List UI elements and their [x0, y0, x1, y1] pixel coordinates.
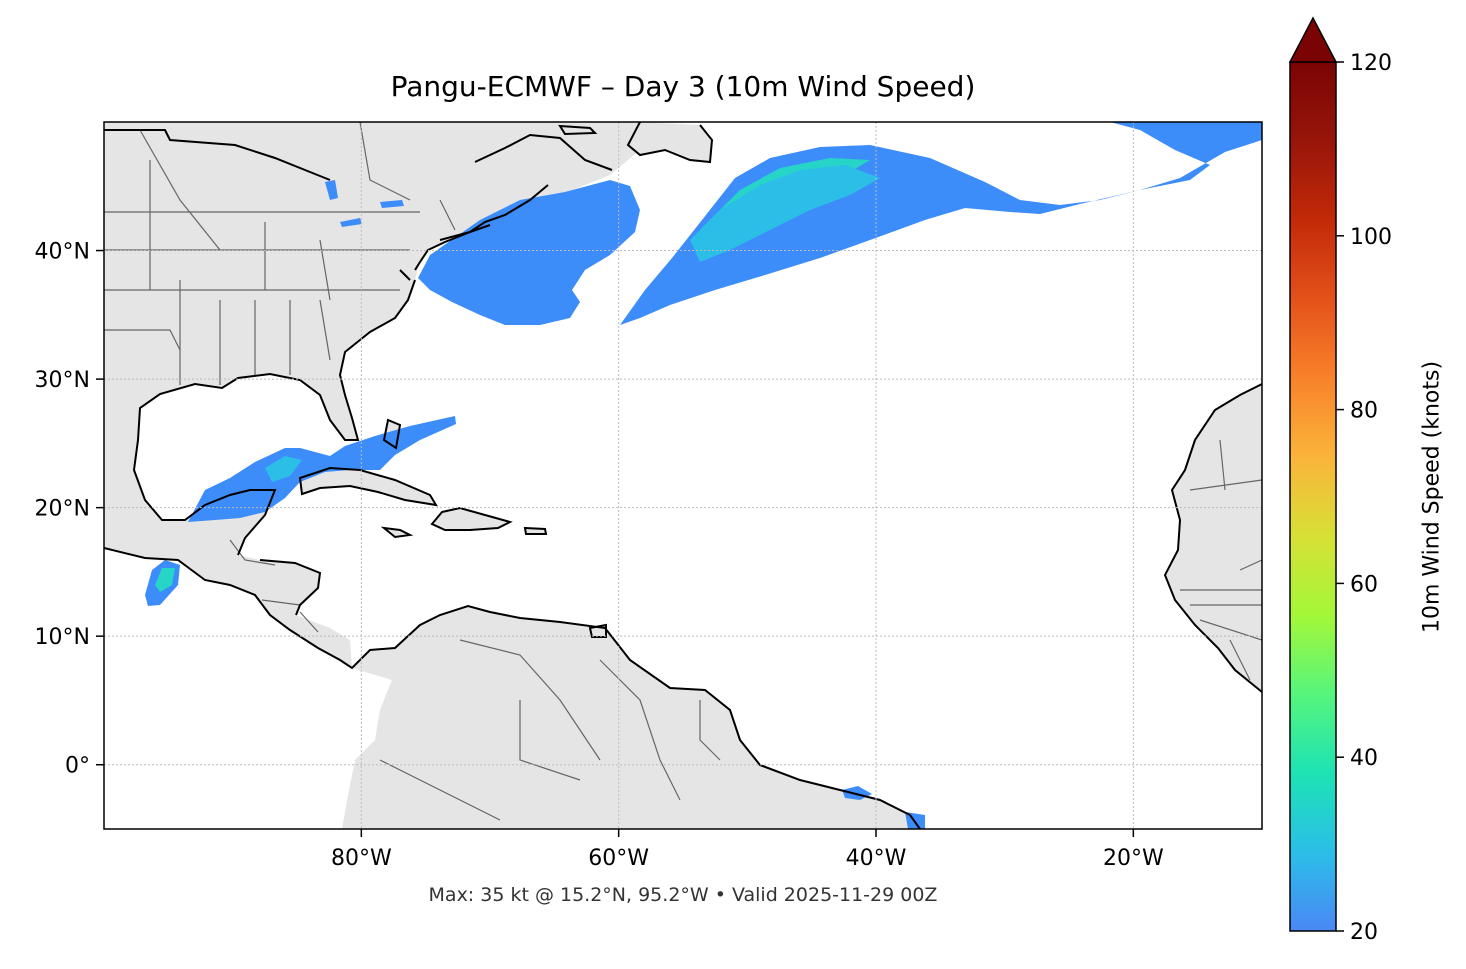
colorbar-tick-label: 20 — [1350, 920, 1378, 945]
lat-tick-label: 20°N — [35, 497, 90, 522]
map-frame — [103, 121, 1263, 830]
wind-region-atlantic-jet-mid — [690, 165, 880, 262]
borders-layer — [104, 122, 1262, 821]
colorbar-tick-label: 40 — [1350, 746, 1378, 771]
map-axes: 80°W 60°W 40°W 20°W 40°N 30°N 20°N 10°N 0° — [35, 240, 1164, 871]
colorbar: 20 40 60 80 100 120 — [1288, 16, 1392, 945]
max-info-footer: Max: 35 kt @ 15.2°N, 95.2°W • Valid 2025… — [428, 884, 938, 906]
colorbar-gradient — [1289, 61, 1337, 932]
colorbar-tick-label: 60 — [1350, 572, 1378, 597]
lat-tick-label: 10°N — [35, 625, 90, 650]
jamaica-land — [384, 528, 410, 537]
hispaniola-land — [432, 508, 510, 530]
colorbar-tick-label: 100 — [1350, 225, 1392, 250]
colorbar-label: 10m Wind Speed (knots) — [1419, 360, 1445, 634]
lat-tick-label: 30°N — [35, 368, 90, 393]
lon-tick-label: 60°W — [588, 846, 649, 871]
land-layer — [104, 122, 1262, 829]
lon-tick-label: 20°W — [1103, 846, 1164, 871]
colorbar-extend-arrow — [1288, 16, 1338, 63]
lat-tick-label: 40°N — [35, 240, 90, 265]
wind-region-tehuantepec-core — [155, 568, 175, 592]
wind-region-gulf-core — [265, 456, 302, 482]
south-america-land — [342, 606, 920, 829]
wind-speed-field — [145, 122, 1262, 829]
wind-region-northeast-us — [418, 180, 640, 325]
wind-region-great-lakes — [325, 180, 338, 200]
lon-tick-label: 80°W — [331, 846, 392, 871]
wind-region-lake-ontario — [380, 200, 404, 208]
north-america-land — [104, 122, 640, 668]
africa-land — [1165, 384, 1262, 692]
map-title: Pangu-ECMWF – Day 3 (10m Wind Speed) — [390, 70, 976, 103]
map-area[interactable] — [104, 122, 1262, 829]
wind-region-lake-erie — [340, 218, 362, 227]
cuba-land — [300, 468, 436, 505]
lon-tick-label: 40°W — [846, 846, 907, 871]
colorbar-tick-label: 80 — [1350, 399, 1378, 424]
colorbar-tick-label: 120 — [1350, 51, 1392, 76]
lat-tick-label: 0° — [65, 754, 90, 779]
colorbar-ticks: 20 40 60 80 100 120 — [1336, 51, 1392, 945]
gridlines — [104, 122, 1262, 829]
newfoundland-land — [628, 122, 712, 162]
